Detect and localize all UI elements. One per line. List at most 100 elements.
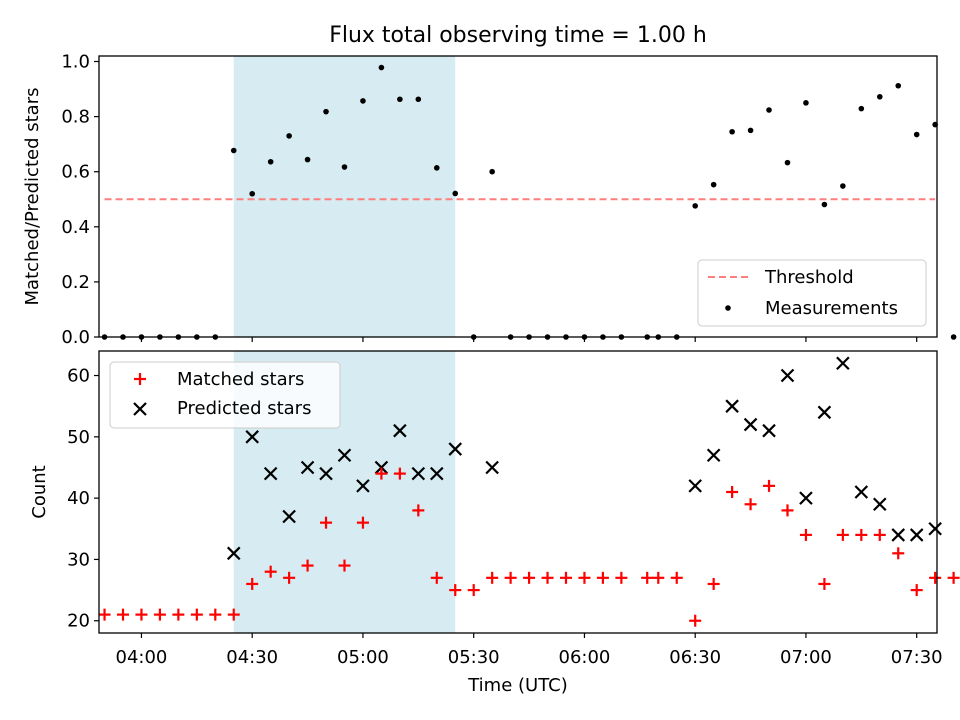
predicted-legend-label: Predicted stars [177,398,311,419]
predicted-star-point [430,466,444,481]
predicted-marker-stroke [873,497,887,512]
predicted-star-point [836,356,850,371]
matched-star-point [209,608,222,621]
matched-star-point [929,571,942,584]
predicted-star-point [411,466,426,481]
predicted-marker-stroke [780,368,795,383]
bottom-axes-frame [98,350,938,634]
matched-star-point [264,565,277,578]
matched-star-point [818,577,831,590]
x-axis-label: Time (UTC) [467,675,568,696]
measurement-point [323,108,329,115]
predicted-marker-stroke [374,460,389,475]
matched-star-point [486,571,499,584]
measurement-point [913,131,920,138]
predicted-marker-stroke [817,405,832,420]
predicted-star-point [282,509,296,524]
matched-star-point [190,608,203,621]
matched-star-point [504,571,517,584]
matched-star-point [320,516,333,529]
bottom-x-axis: 04:00 04:30 05:00 05:30 06:00 06:30 07:00 07:30 [116,633,943,668]
bottom-legend: Matched stars Predicted stars [109,361,341,429]
matched-star-point [652,571,665,584]
matched-star-point [467,584,480,597]
x-tick-label: 06:30 [669,647,721,668]
matched-star-point [283,571,296,584]
bottom-y-tick-label: 30 [67,549,90,570]
matched-star-point [135,608,148,621]
predicted-marker-stroke [836,356,850,371]
predicted-star-point [854,485,869,499]
matched-star-point [781,504,794,517]
predicted-marker-stroke [411,466,426,481]
matched-star-point [726,486,739,498]
bottom-y-tick-label: 20 [67,611,90,632]
x-tick-label: 05:00 [337,647,389,668]
top-axes-frame [98,55,938,338]
matched-star-point [412,504,425,517]
x-tick-label: 07:30 [891,647,943,668]
predicted-star-point [485,460,499,475]
measurement-point [710,181,717,188]
predicted-marker-stroke [393,423,407,438]
measurement-point [895,82,902,89]
predicted-star-point [780,368,795,383]
matched-star-point [836,528,849,541]
predicted-marker-stroke [245,430,259,444]
matched-star-point [301,559,314,572]
predicted-marker-stroke [485,460,499,475]
top-y-tick-label: 1.0 [61,52,90,73]
predicted-star-point [891,528,906,542]
predicted-star-point [799,491,813,505]
measurement-point [433,165,440,171]
predicted-marker-stroke [688,479,702,493]
measurements-legend-marker [725,305,731,311]
bottom-panel: 20 30 40 50 60 04:00 04:30 05:00 05:30 06:00 06:3… [29,350,960,696]
measurement-point [378,64,385,71]
matched-star-point [670,571,683,584]
predicted-star-point [263,466,278,481]
matched-star-point [763,479,776,492]
predicted-star-point [909,528,924,542]
matched-star-point [430,571,443,584]
predicted-star-point [393,423,407,438]
predicted-star-point [706,448,721,462]
matched-legend-label: Matched stars [177,369,304,390]
predicted-marker-stroke [300,460,315,475]
matched-star-point [393,467,406,480]
matched-star-point [615,571,628,584]
figure-title: Flux total observing time = 1.00 h [329,23,707,48]
predicted-star-point [245,430,259,444]
predicted-marker-stroke [430,466,444,481]
predicted-marker-stroke [706,448,721,462]
top-legend-box [697,259,927,327]
threshold-legend-label: Threshold [764,267,854,288]
x-tick-label: 04:00 [116,647,168,668]
predicted-marker-stroke [226,546,241,561]
measurement-point [803,100,809,106]
x-tick-label: 04:30 [226,647,278,668]
predicted-star-point [688,479,702,493]
predicted-star-point [319,466,333,481]
predicted-star-point [873,497,887,512]
matched-star-point [799,528,812,541]
bottom-y-tick-label: 60 [67,366,90,387]
x-tick-label: 05:30 [448,647,500,668]
matched-star-point [246,577,259,590]
matched-star-point [892,547,905,560]
measurement-point [692,203,698,209]
bottom-count-points [98,356,960,627]
matched-star-point [596,571,609,584]
predicted-star-point [928,522,942,536]
measurement-point [840,183,846,189]
top-y-tick-label: 0.0 [61,327,90,348]
predicted-marker-stroke [263,466,278,481]
top-y-tick-label: 0.8 [61,107,90,128]
top-y-tick-label: 0.2 [61,272,90,293]
matched-star-point [855,528,868,541]
matched-star-point [375,467,388,480]
predicted-star-point [725,399,739,413]
measurement-point [821,201,828,208]
bottom-y-tick-label: 50 [67,427,90,448]
